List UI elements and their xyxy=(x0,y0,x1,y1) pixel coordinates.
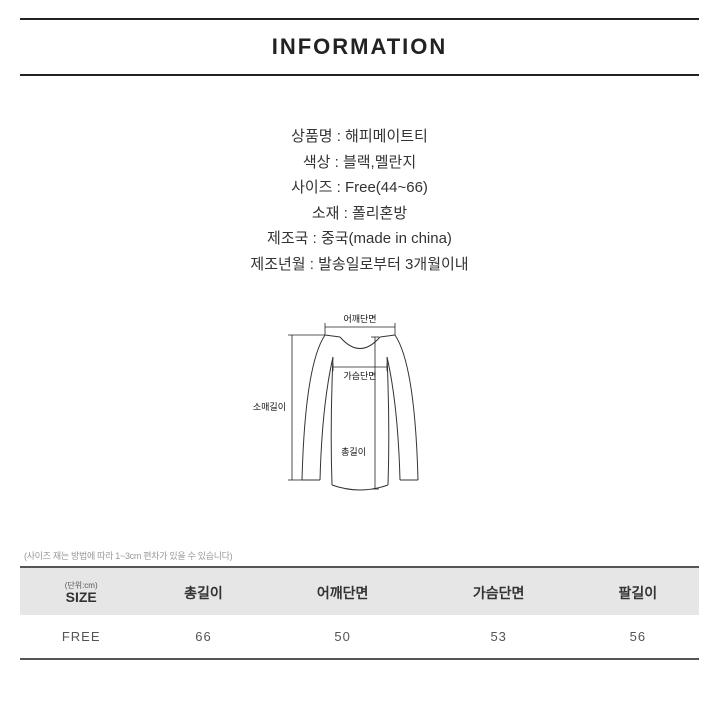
info-line: 상품명 : 해피메이트티 xyxy=(20,124,699,150)
size-table: (단위:cm) SIZE 총길이 어깨단면 가슴단면 팔길이 FREE 66 5… xyxy=(20,566,699,660)
info-line: 사이즈 : Free(44~66) xyxy=(20,175,699,201)
label-chest: 가슴단면 xyxy=(343,371,376,381)
info-line: 제조년월 : 발송일로부터 3개월이내 xyxy=(20,252,699,278)
table-row: FREE 66 50 53 56 xyxy=(20,615,699,659)
section-header: INFORMATION xyxy=(20,18,699,76)
col-length: 총길이 xyxy=(142,567,264,615)
size-diagram: 어깨단면 가슴단면 소매길이 총길이 xyxy=(20,305,699,525)
table-header-row: (단위:cm) SIZE 총길이 어깨단면 가슴단면 팔길이 xyxy=(20,567,699,615)
size-footnote: (사이즈 재는 방법에 따라 1~3cm 편차가 있을 수 있습니다) xyxy=(24,549,699,562)
product-info: 상품명 : 해피메이트티 색상 : 블랙,멜란지 사이즈 : Free(44~6… xyxy=(20,124,699,277)
col-size: (단위:cm) SIZE xyxy=(20,567,142,615)
info-line: 색상 : 블랙,멜란지 xyxy=(20,150,699,176)
cell-length: 66 xyxy=(142,615,264,659)
label-length: 총길이 xyxy=(341,447,366,457)
info-line: 소재 : 폴리혼방 xyxy=(20,201,699,227)
col-chest: 가슴단면 xyxy=(421,567,577,615)
cell-size: FREE xyxy=(20,615,142,659)
section-title: INFORMATION xyxy=(20,34,699,60)
col-label: SIZE xyxy=(66,589,97,605)
cell-shoulder: 50 xyxy=(265,615,421,659)
info-line: 제조국 : 중국(made in china) xyxy=(20,226,699,252)
cell-chest: 53 xyxy=(421,615,577,659)
cell-sleeve: 56 xyxy=(577,615,699,659)
col-sleeve: 팔길이 xyxy=(577,567,699,615)
col-shoulder: 어깨단면 xyxy=(265,567,421,615)
label-shoulder: 어깨단면 xyxy=(343,313,376,324)
label-sleeve: 소매길이 xyxy=(252,402,285,412)
